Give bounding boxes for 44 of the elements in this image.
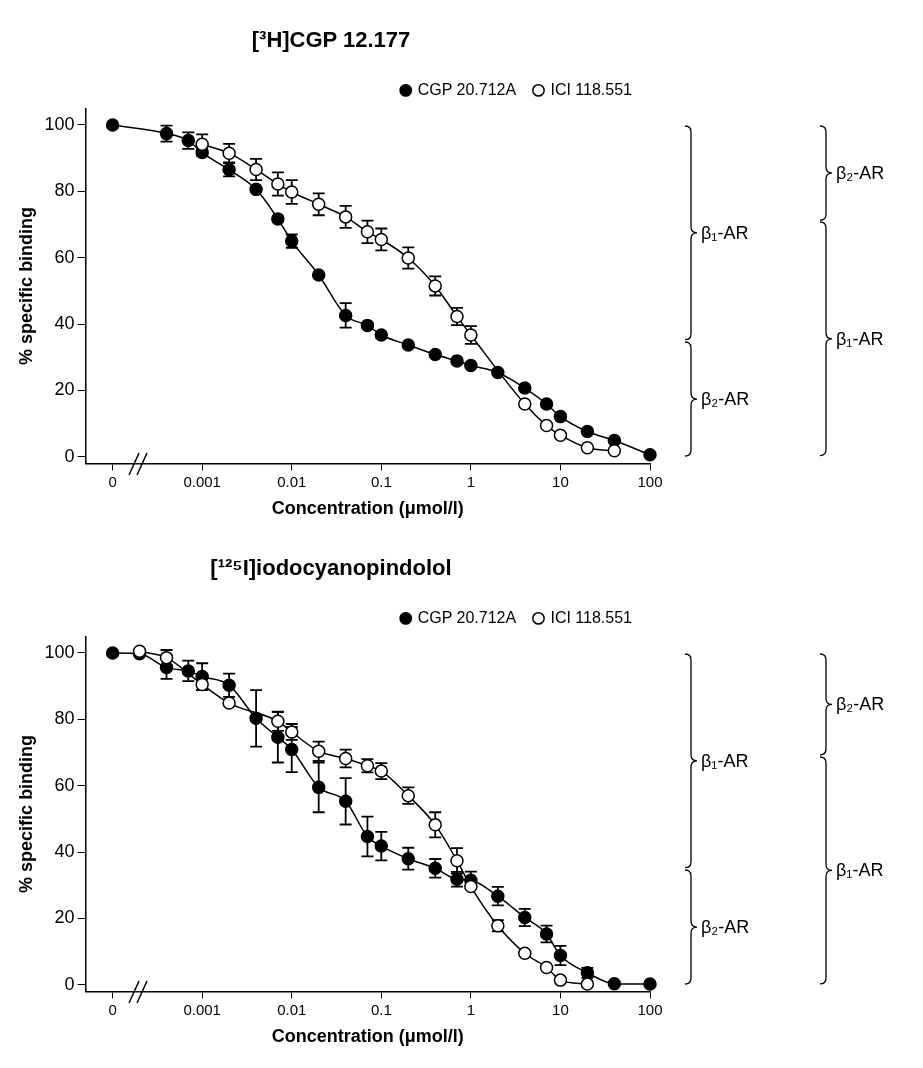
legend-label: ICI 118.551: [550, 80, 633, 98]
text: β₂-AR: [836, 162, 885, 185]
text: β₁-AR: [836, 327, 884, 350]
x-tick-label: 10: [552, 472, 569, 490]
y-tick-label: 80: [54, 180, 75, 201]
legend-label: CGP 20.712A: [417, 608, 517, 626]
x-tick-label: 1: [466, 472, 476, 490]
y-tick-label: 40: [54, 841, 75, 862]
x-tick-label: 1: [466, 1000, 476, 1018]
legend-label: CGP 20.712A: [417, 80, 517, 98]
y-tick-label: 0: [64, 445, 75, 466]
x-tick-label: 10: [552, 1000, 569, 1018]
y-tick-label: 100: [44, 641, 75, 662]
x-tick-label: 0.1: [370, 472, 392, 490]
y-tick-label: 100: [44, 113, 75, 134]
y-axis-title: % specific binding: [15, 206, 36, 365]
x-tick-label: 0: [108, 1000, 117, 1018]
text: β₁-AR: [836, 859, 884, 882]
text: β₂-AR: [701, 387, 750, 410]
y-tick-label: 60: [54, 774, 75, 795]
x-tick-label: 100: [637, 472, 663, 490]
legend-label: ICI 118.551: [550, 608, 633, 626]
text: β₁-AR: [701, 221, 749, 244]
y-tick-label: 20: [54, 379, 75, 400]
y-tick-label: 40: [54, 313, 75, 334]
x-tick-label: 100: [637, 1000, 663, 1018]
x-axis-title: Concentration (μmol/l): [271, 498, 464, 519]
chart-title: [¹²⁵I]iodocyanopindolol: [210, 555, 452, 581]
y-axis-title: % specific binding: [15, 734, 36, 893]
y-tick-label: 80: [54, 708, 75, 729]
x-tick-label: 0: [108, 472, 117, 490]
x-axis-title: Concentration (μmol/l): [271, 1026, 464, 1047]
text: β₂-AR: [701, 915, 750, 938]
x-tick-label: 0.1: [370, 1000, 392, 1018]
text: β₂-AR: [836, 693, 885, 716]
x-tick-label: 0.01: [277, 1000, 307, 1018]
chart-title: [³H]CGP 12.177: [251, 27, 411, 53]
text: β₁-AR: [701, 749, 749, 772]
y-tick-label: 60: [54, 246, 75, 267]
y-tick-label: 20: [54, 907, 75, 928]
x-tick-label: 0.01: [277, 472, 307, 490]
x-tick-label: 0.001: [183, 1000, 221, 1018]
y-tick-label: 0: [64, 973, 75, 994]
x-tick-label: 0.001: [183, 472, 221, 490]
